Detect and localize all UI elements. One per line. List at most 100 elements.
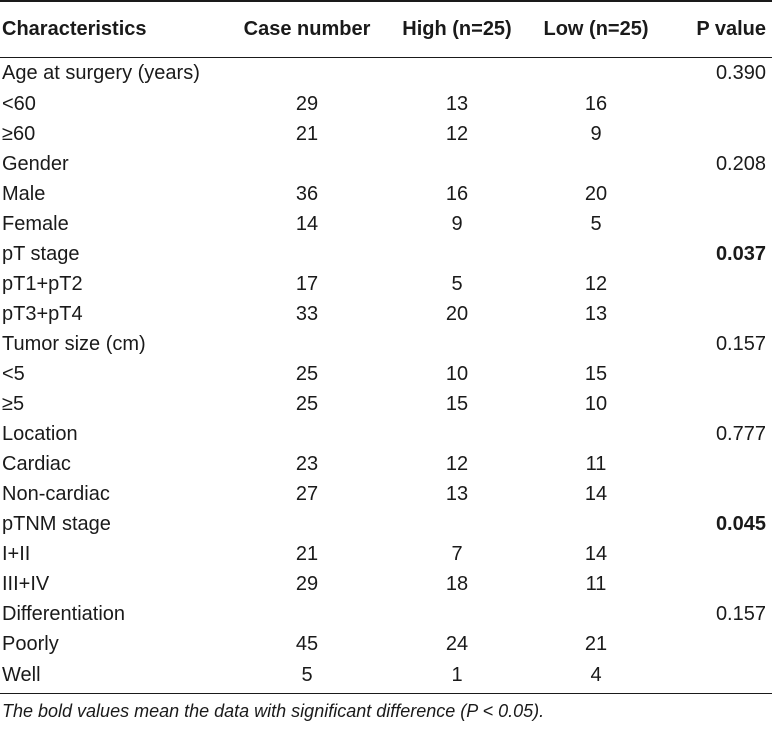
cell-high xyxy=(392,239,522,269)
table-row: Age at surgery (years) 0.390 xyxy=(0,57,772,89)
cell-high: 12 xyxy=(445,452,469,475)
cell-case-number: 27 xyxy=(295,482,319,505)
cell-high: 18 xyxy=(445,572,469,595)
cell-low: 5 xyxy=(590,212,602,235)
cell-case-number xyxy=(222,509,392,539)
cell-low: 9 xyxy=(590,122,602,145)
cell-p-value xyxy=(670,629,772,659)
cell-high xyxy=(392,599,522,629)
cell-high: 15 xyxy=(445,392,469,415)
table-row: Differentiation 0.157 xyxy=(0,599,772,629)
cell-case-number xyxy=(222,239,392,269)
cell-case-number: 45 xyxy=(295,632,319,655)
cell-case-number: 25 xyxy=(295,392,319,415)
table-row: <5 25 10 15 xyxy=(0,359,772,389)
cell-p-value xyxy=(670,209,772,239)
cell-case-number: 23 xyxy=(295,452,319,475)
cell-characteristic: Gender xyxy=(2,152,69,175)
cell-characteristic: Age at surgery (years) xyxy=(2,61,200,84)
cell-case-number: 5 xyxy=(301,664,313,687)
table-row: ≥5 25 15 10 xyxy=(0,389,772,419)
cell-p-value: 0.045 xyxy=(715,512,766,535)
cell-low xyxy=(522,419,670,449)
cell-low xyxy=(522,239,670,269)
cell-characteristic: Female xyxy=(2,212,69,235)
table-row: Female 14 9 5 xyxy=(0,209,772,239)
cell-case-number xyxy=(222,329,392,359)
cell-p-value xyxy=(670,569,772,599)
cell-case-number: 14 xyxy=(295,212,319,235)
table-row: Cardiac 23 12 11 xyxy=(0,449,772,479)
cell-low: 12 xyxy=(584,272,608,295)
cell-low xyxy=(522,509,670,539)
cell-p-value xyxy=(670,539,772,569)
cell-high xyxy=(392,57,522,89)
header-p-value: P value xyxy=(696,17,766,40)
cell-p-value xyxy=(670,269,772,299)
cell-p-value: 0.777 xyxy=(715,422,766,445)
cell-characteristic: <60 xyxy=(2,92,36,115)
cell-characteristic: Differentiation xyxy=(2,602,126,625)
table-header: Characteristics Case number High (n=25) … xyxy=(0,1,772,57)
cell-high: 9 xyxy=(451,212,463,235)
header-high: High (n=25) xyxy=(402,17,512,40)
cell-case-number: 36 xyxy=(295,182,319,205)
cell-characteristic: pT3+pT4 xyxy=(2,302,83,325)
cell-high: 24 xyxy=(445,632,469,655)
cell-low: 14 xyxy=(584,542,608,565)
cell-p-value: 0.390 xyxy=(715,61,766,84)
cell-high xyxy=(392,509,522,539)
cell-case-number: 29 xyxy=(295,92,319,115)
cell-p-value: 0.037 xyxy=(715,242,766,265)
cell-high: 12 xyxy=(445,122,469,145)
table-row: pTNM stage 0.045 xyxy=(0,509,772,539)
cell-low xyxy=(522,57,670,89)
cell-case-number: 29 xyxy=(295,572,319,595)
cell-characteristic: pT1+pT2 xyxy=(2,272,83,295)
cell-low: 13 xyxy=(584,302,608,325)
cell-p-value xyxy=(670,299,772,329)
cell-p-value: 0.208 xyxy=(715,152,766,175)
cell-characteristic: Well xyxy=(2,664,41,687)
table-row: pT1+pT2 17 5 12 xyxy=(0,269,772,299)
cell-case-number: 33 xyxy=(295,302,319,325)
cell-p-value xyxy=(670,449,772,479)
table-row: pT stage 0.037 xyxy=(0,239,772,269)
cell-case-number xyxy=(222,599,392,629)
cell-high: 13 xyxy=(445,482,469,505)
cell-characteristic: Poorly xyxy=(2,632,59,655)
cell-p-value xyxy=(670,89,772,119)
table-row: Well 5 1 4 xyxy=(0,659,772,693)
cell-characteristic: Non-cardiac xyxy=(2,482,110,505)
cell-p-value xyxy=(670,659,772,693)
cell-characteristic: Cardiac xyxy=(2,452,71,475)
table-row: Tumor size (cm) 0.157 xyxy=(0,329,772,359)
cell-characteristic: <5 xyxy=(2,362,25,385)
cell-low: 21 xyxy=(584,632,608,655)
cell-characteristic: III+IV xyxy=(2,572,50,595)
cell-case-number xyxy=(222,149,392,179)
table-row: Male 36 16 20 xyxy=(0,179,772,209)
cell-high: 20 xyxy=(445,302,469,325)
cell-low: 11 xyxy=(585,572,607,595)
table-row: Non-cardiac 27 13 14 xyxy=(0,479,772,509)
data-table-wrapper: Characteristics Case number High (n=25) … xyxy=(0,1,772,693)
cell-characteristic: Tumor size (cm) xyxy=(2,332,146,355)
cell-low: 4 xyxy=(590,664,602,687)
cell-high: 1 xyxy=(451,664,463,687)
cell-low: 15 xyxy=(584,362,608,385)
table-body: Age at surgery (years) 0.390 <60 29 13 16 ≥60 2… xyxy=(0,57,772,693)
table-row: Gender 0.208 xyxy=(0,149,772,179)
cell-low xyxy=(522,599,670,629)
table-row: Location 0.777 xyxy=(0,419,772,449)
cell-characteristic: pT stage xyxy=(2,242,80,265)
cell-characteristic: Male xyxy=(2,182,46,205)
table-row: III+IV 29 18 11 xyxy=(0,569,772,599)
cell-p-value: 0.157 xyxy=(715,602,766,625)
cell-high xyxy=(392,149,522,179)
cell-low: 20 xyxy=(584,182,608,205)
header-low: Low (n=25) xyxy=(543,17,649,40)
cell-case-number xyxy=(222,419,392,449)
cell-low: 14 xyxy=(584,482,608,505)
table-footnote: The bold values mean the data with signi… xyxy=(2,701,545,721)
